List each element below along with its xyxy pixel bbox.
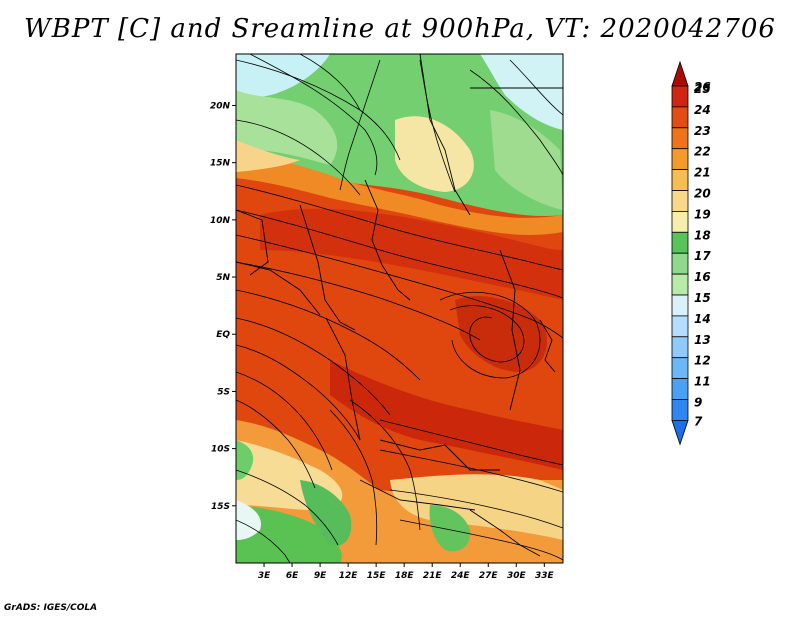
colorbar-swatch [672, 253, 688, 274]
lat-tick-label: 10S [211, 445, 230, 455]
colorbar-label: 22 [694, 145, 711, 159]
lon-tick-label: 30E [507, 571, 527, 581]
colorbar-swatch [672, 295, 688, 316]
colorbar-swatch [672, 128, 688, 149]
map-figure: 20N 15N 10N 5N EQ 5S 10S 15S 3E 6E 9E 12E 15E 18E 21E… [0, 0, 800, 618]
latitude-axis: 20N 15N 10N 5N EQ 5S 10S 15S [210, 101, 236, 511]
colorbar-label: 20 [694, 187, 711, 201]
lon-tick-label: 27E [479, 571, 499, 581]
colorbar-label: 19 [694, 207, 711, 221]
colorbar-swatch [672, 191, 688, 212]
colorbar-label: 24 [694, 103, 711, 117]
colorbar-swatch [672, 170, 688, 191]
colorbar-label: 25 [694, 82, 711, 96]
colorbar-swatch [672, 107, 688, 128]
colorbar-swatch [672, 400, 688, 421]
colorbar-label: 11 [694, 375, 711, 389]
colorbar-label: 14 [694, 312, 711, 326]
lon-tick-label: 3E [258, 571, 271, 581]
colorbar-swatch [672, 358, 688, 379]
colorbar-label: 13 [694, 333, 711, 347]
lat-tick-label: 15S [211, 502, 230, 512]
colorbar-swatch [672, 211, 688, 232]
colorbar-label: 16 [694, 270, 711, 284]
lon-tick-label: 21E [423, 571, 443, 581]
colorbar-label: 9 [694, 396, 702, 410]
lat-tick-label: 10N [210, 216, 231, 226]
lat-tick-label: 5S [217, 387, 230, 397]
lat-tick-label: 5N [216, 273, 230, 283]
lon-tick-label: 6E [286, 571, 299, 581]
colorbar-swatch [672, 86, 688, 107]
colorbar-swatch [672, 274, 688, 295]
colorbar-swatch [672, 316, 688, 337]
colorbar-label: 21 [694, 166, 711, 180]
lon-tick-label: 18E [395, 571, 415, 581]
colorbar-swatch [672, 379, 688, 400]
colorbar-label: 12 [694, 354, 711, 368]
lat-tick-label: EQ [216, 330, 230, 340]
credit-text: GrADS: IGES/COLA [4, 603, 97, 613]
colorbar-label: 17 [694, 249, 711, 263]
colorbar-swatch [672, 337, 688, 358]
lon-tick-label: 15E [367, 571, 387, 581]
colorbar-bottom-arrow [672, 420, 688, 444]
colorbar-label: 18 [694, 228, 711, 242]
colorbar-label: 15 [694, 291, 711, 305]
colorbar-top-arrow [672, 62, 688, 86]
longitude-axis: 3E 6E 9E 12E 15E 18E 21E 24E 27E 30E 33E [258, 563, 555, 581]
lon-tick-label: 9E [314, 571, 327, 581]
colorbar-label: 23 [694, 124, 711, 138]
lat-tick-label: 15N [210, 159, 231, 169]
lon-tick-label: 24E [451, 571, 471, 581]
lon-tick-label: 33E [535, 571, 555, 581]
colorbar-swatch [672, 232, 688, 253]
lat-tick-label: 20N [210, 101, 231, 111]
colorbar-swatch [672, 149, 688, 170]
colorbar-label: 7 [694, 414, 703, 428]
lon-tick-label: 12E [339, 571, 359, 581]
